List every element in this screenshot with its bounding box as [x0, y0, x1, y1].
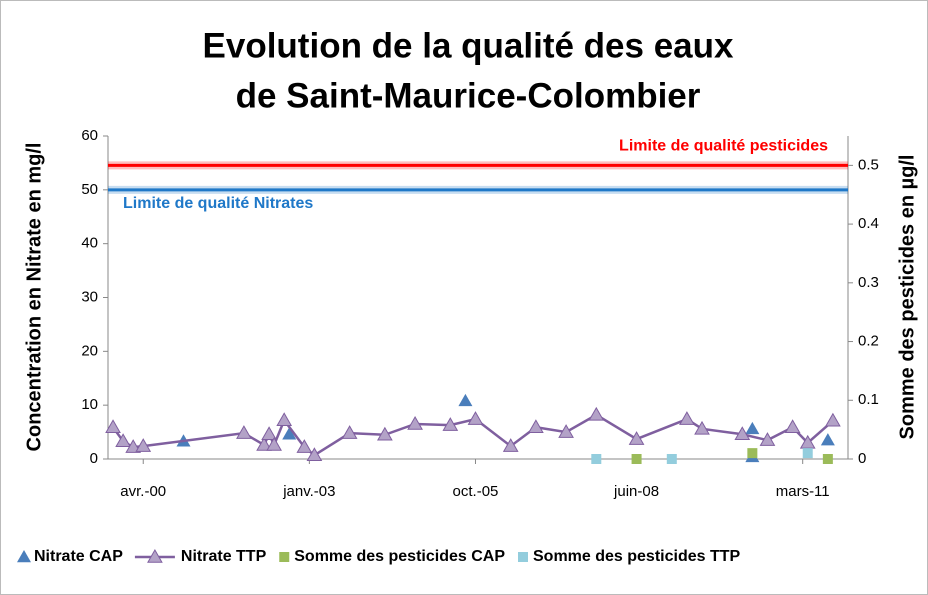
marker: [306, 447, 323, 461]
x-tick-label: janv.-03: [282, 483, 335, 500]
marker: [528, 419, 544, 433]
marker: [236, 425, 252, 439]
marker: [784, 419, 801, 433]
series-line: [112, 413, 834, 457]
reference-line-label: Limite de qualité Nitrates: [123, 195, 313, 212]
marker: [341, 425, 358, 439]
marker: [628, 431, 645, 445]
legend-marker: [279, 552, 290, 562]
marker: [276, 412, 293, 426]
reference-line-label: Limite de qualité pesticides: [619, 138, 828, 155]
marker: [820, 433, 835, 446]
y2-tick-label: 0.2: [858, 333, 879, 350]
marker: [747, 448, 758, 459]
marker: [261, 426, 277, 440]
marker: [115, 433, 131, 447]
marker: [467, 411, 484, 425]
marker: [377, 426, 393, 441]
y2-tick-label: 0.4: [858, 215, 879, 232]
legend-label: Nitrate CAP: [34, 548, 123, 565]
y-tick-label: 10: [81, 396, 98, 413]
y-tick-label: 40: [81, 235, 98, 252]
marker: [745, 421, 760, 435]
y2-tick-label: 0.1: [858, 391, 879, 408]
y-tick-label: 30: [81, 288, 98, 305]
legend-label: Somme des pesticides CAP: [294, 548, 505, 565]
marker: [588, 406, 605, 421]
marker: [135, 438, 152, 452]
marker: [822, 454, 833, 464]
marker: [591, 454, 602, 464]
y2-tick-label: 0.5: [858, 156, 879, 173]
marker: [631, 454, 642, 464]
marker: [799, 434, 816, 449]
marker: [407, 416, 423, 430]
marker: [125, 439, 142, 453]
legend-label: Somme des pesticides TTP: [533, 548, 741, 565]
marker: [734, 426, 751, 440]
marker: [282, 427, 297, 440]
chart-title: Evolution de la qualité des eaux: [203, 26, 734, 65]
marker: [802, 448, 813, 459]
marker: [666, 454, 677, 464]
x-tick-label: mars-11: [776, 483, 830, 500]
marker: [266, 436, 282, 451]
y-tick-label: 50: [81, 181, 98, 198]
marker: [502, 438, 519, 452]
legend-marker: [518, 552, 528, 562]
legend-label: Nitrate TTP: [181, 548, 267, 565]
y2-tick-label: 0.3: [858, 274, 879, 291]
marker: [558, 424, 574, 438]
y-axis-label: Concentration en Nitrate en mg/l: [23, 143, 45, 452]
marker: [296, 439, 313, 453]
marker: [694, 420, 710, 435]
y-tick-label: 0: [90, 450, 98, 467]
y2-tick-label: 0: [858, 450, 866, 467]
y-tick-label: 60: [81, 127, 98, 144]
marker: [105, 419, 121, 433]
y-tick-label: 20: [81, 342, 98, 359]
x-tick-label: oct.-05: [453, 483, 499, 500]
marker: [759, 432, 776, 446]
x-tick-label: avr.-00: [120, 483, 166, 500]
marker: [442, 417, 459, 431]
legend-marker: [17, 550, 31, 563]
y2-axis-label: Somme des pesticides en µg/l: [896, 155, 918, 440]
chart-title: de Saint-Maurice-Colombier: [236, 76, 701, 115]
marker: [825, 412, 841, 427]
legend-marker: [147, 548, 163, 563]
marker: [458, 393, 473, 407]
x-tick-label: juin-08: [613, 483, 659, 500]
marker: [256, 436, 272, 451]
marker: [679, 411, 695, 425]
